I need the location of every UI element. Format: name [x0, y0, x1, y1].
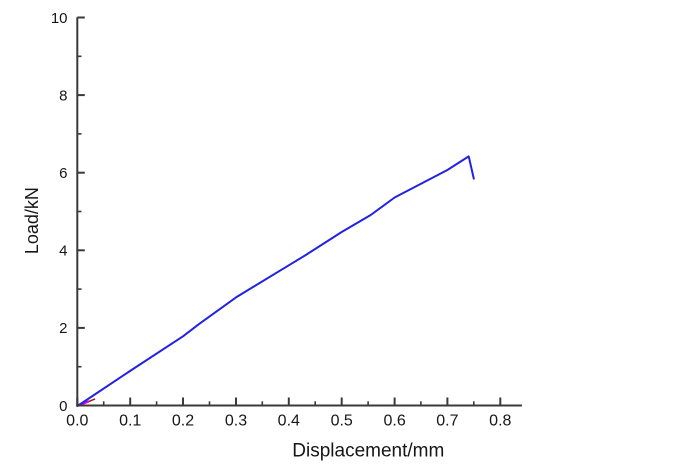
svg-text:0: 0 [59, 398, 67, 415]
svg-text:0.2: 0.2 [172, 413, 194, 430]
svg-text:0.7: 0.7 [436, 413, 458, 430]
svg-text:0.0: 0.0 [66, 413, 88, 430]
svg-text:0.6: 0.6 [383, 413, 405, 430]
svg-text:4: 4 [59, 243, 67, 260]
svg-text:2: 2 [59, 320, 67, 337]
svg-text:0.3: 0.3 [225, 413, 247, 430]
svg-text:0.8: 0.8 [489, 413, 511, 430]
svg-text:8: 8 [59, 87, 67, 104]
svg-text:6: 6 [59, 165, 67, 182]
svg-text:0.5: 0.5 [331, 413, 353, 430]
svg-text:0.1: 0.1 [119, 413, 141, 430]
svg-text:10: 10 [51, 10, 68, 27]
svg-text:Displacement/mm: Displacement/mm [292, 441, 444, 462]
svg-text:Load/kN: Load/kN [22, 187, 42, 254]
svg-text:0.4: 0.4 [278, 413, 300, 430]
